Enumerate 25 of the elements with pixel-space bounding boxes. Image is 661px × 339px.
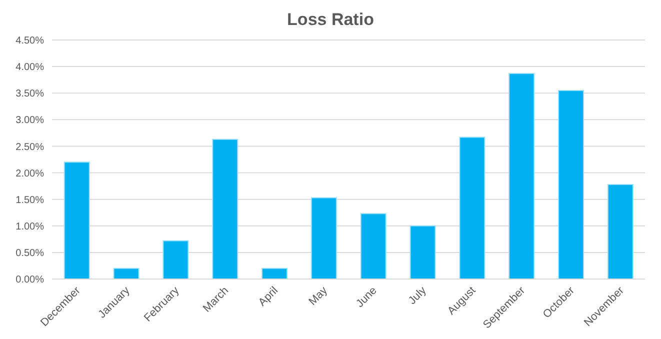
bar <box>410 225 436 279</box>
bar <box>508 72 535 279</box>
bar <box>310 197 337 279</box>
bar <box>212 138 238 279</box>
y-tick-label: 4.00% <box>16 62 44 74</box>
bar <box>64 162 90 279</box>
bar <box>262 268 288 279</box>
y-tick-label: 4.50% <box>16 36 44 47</box>
y-tick-label: 2.00% <box>16 168 44 180</box>
y-tick-label: 1.00% <box>16 221 44 232</box>
y-tick-label: 2.50% <box>16 142 44 153</box>
x-tick-label: July <box>406 284 430 307</box>
y-tick-label: 3.50% <box>16 88 44 100</box>
bar <box>113 268 140 279</box>
bar <box>162 240 189 279</box>
chart-title: Loss Ratio <box>286 9 375 31</box>
y-tick-label: 3.00% <box>16 115 44 126</box>
bar <box>607 184 634 279</box>
bar <box>558 90 584 279</box>
bar <box>459 136 486 279</box>
bar <box>360 213 386 279</box>
x-tick-label: May <box>306 284 330 308</box>
y-tick-label: 0.50% <box>16 248 44 259</box>
y-tick-label: 0.00% <box>16 274 44 286</box>
y-tick-label: 1.50% <box>16 194 44 206</box>
